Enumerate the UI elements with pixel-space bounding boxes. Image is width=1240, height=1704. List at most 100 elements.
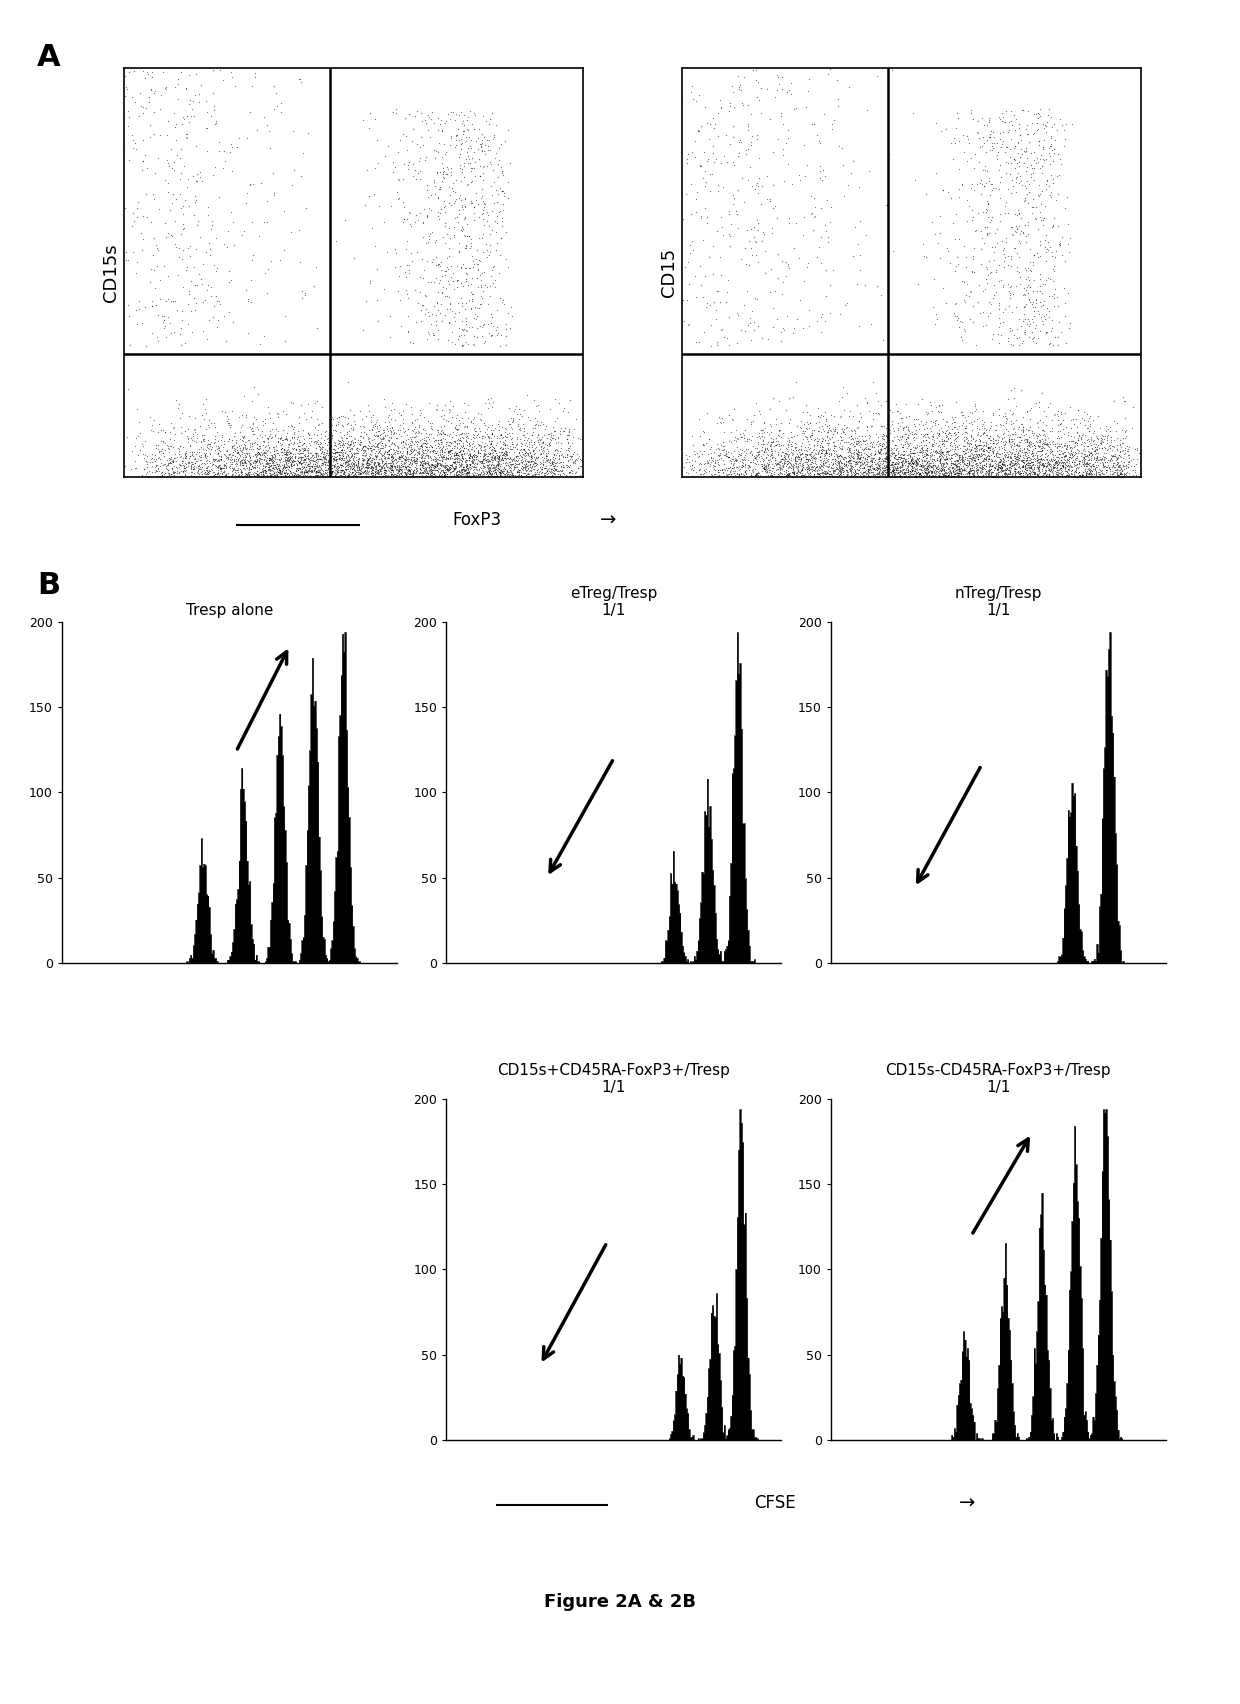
Point bbox=[257, 111, 277, 138]
Point bbox=[1029, 170, 1049, 198]
Point bbox=[471, 407, 491, 435]
Point bbox=[825, 438, 844, 465]
Point bbox=[758, 164, 777, 191]
Point bbox=[923, 458, 942, 486]
Point bbox=[356, 463, 376, 491]
Point bbox=[796, 446, 816, 474]
Point bbox=[356, 453, 376, 481]
Point bbox=[479, 242, 498, 269]
Point bbox=[339, 450, 358, 477]
Point bbox=[743, 433, 763, 460]
Point bbox=[1060, 310, 1080, 337]
Point bbox=[859, 458, 879, 486]
Point bbox=[882, 462, 901, 489]
Point bbox=[888, 445, 908, 472]
Point bbox=[172, 458, 192, 486]
Point bbox=[513, 411, 533, 438]
Point bbox=[920, 450, 940, 477]
Point bbox=[836, 291, 856, 319]
Point bbox=[924, 445, 944, 472]
Point bbox=[838, 435, 858, 462]
Point bbox=[419, 452, 439, 479]
Point bbox=[258, 436, 278, 463]
Point bbox=[928, 453, 947, 481]
Point bbox=[402, 452, 422, 479]
Point bbox=[1030, 406, 1050, 433]
Point bbox=[460, 441, 480, 469]
Point bbox=[191, 72, 211, 99]
Point bbox=[448, 435, 467, 462]
Point bbox=[553, 397, 573, 424]
Point bbox=[785, 457, 805, 484]
Point bbox=[868, 452, 888, 479]
Point bbox=[456, 453, 476, 481]
Point bbox=[538, 438, 558, 465]
Point bbox=[281, 452, 301, 479]
Point bbox=[233, 443, 253, 470]
Point bbox=[396, 235, 415, 262]
Point bbox=[848, 441, 868, 469]
Point bbox=[1092, 453, 1112, 481]
Point bbox=[507, 411, 527, 438]
Point bbox=[506, 452, 526, 479]
Point bbox=[1106, 445, 1126, 472]
Point bbox=[370, 450, 389, 477]
Point bbox=[952, 457, 972, 484]
Point bbox=[707, 409, 727, 436]
Point bbox=[895, 448, 915, 475]
Point bbox=[484, 123, 503, 150]
Point bbox=[1069, 453, 1089, 481]
Point bbox=[474, 196, 494, 223]
Point bbox=[461, 155, 481, 182]
Point bbox=[848, 438, 868, 465]
Point bbox=[916, 453, 936, 481]
Point bbox=[1083, 457, 1102, 484]
Point bbox=[435, 462, 455, 489]
Point bbox=[433, 460, 453, 487]
Point bbox=[1045, 455, 1065, 482]
Point bbox=[830, 458, 849, 486]
Point bbox=[756, 452, 776, 479]
Point bbox=[141, 412, 161, 440]
Point bbox=[689, 438, 709, 465]
Point bbox=[1079, 460, 1099, 487]
Point bbox=[130, 436, 150, 463]
Point bbox=[253, 452, 273, 479]
Point bbox=[455, 435, 475, 462]
Point bbox=[743, 441, 763, 469]
Point bbox=[494, 290, 513, 317]
Point bbox=[191, 443, 211, 470]
Point bbox=[749, 429, 769, 457]
Point bbox=[197, 460, 217, 487]
Point bbox=[293, 435, 312, 462]
Point bbox=[409, 148, 429, 176]
Point bbox=[923, 452, 942, 479]
Point bbox=[250, 460, 270, 487]
Point bbox=[356, 453, 376, 481]
Point bbox=[901, 443, 921, 470]
Point bbox=[368, 452, 388, 479]
Point bbox=[1078, 450, 1097, 477]
Point bbox=[288, 455, 308, 482]
Point bbox=[402, 462, 422, 489]
Point bbox=[386, 462, 405, 489]
Point bbox=[399, 457, 419, 484]
Point bbox=[196, 450, 216, 477]
Point bbox=[428, 198, 448, 225]
Point bbox=[396, 445, 415, 472]
Point bbox=[1094, 426, 1114, 453]
Point bbox=[215, 448, 234, 475]
Point bbox=[358, 460, 378, 487]
Point bbox=[966, 450, 986, 477]
Point bbox=[1070, 458, 1090, 486]
Point bbox=[319, 446, 339, 474]
Point bbox=[414, 424, 434, 452]
Point bbox=[947, 446, 967, 474]
Point bbox=[982, 458, 1002, 486]
Point bbox=[1007, 448, 1027, 475]
Point bbox=[800, 435, 820, 462]
Point bbox=[890, 457, 910, 484]
Point bbox=[770, 452, 790, 479]
Text: FoxP3: FoxP3 bbox=[453, 511, 502, 528]
Point bbox=[258, 450, 278, 477]
